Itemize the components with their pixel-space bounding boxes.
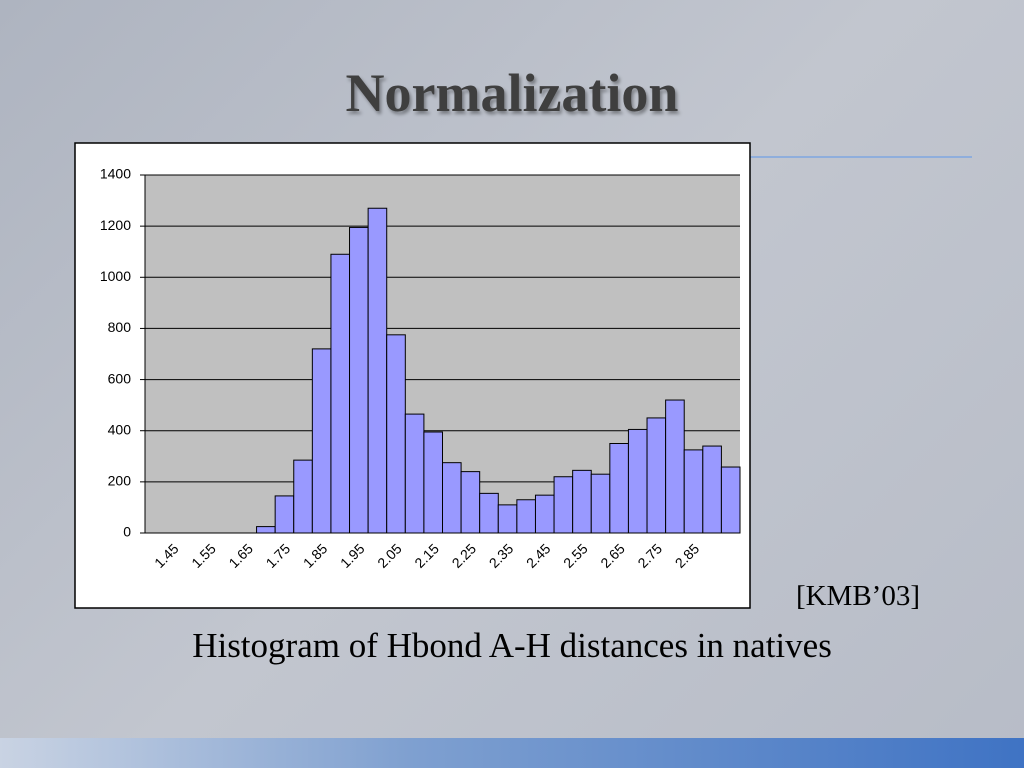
bar [572,469,592,534]
bar [516,499,536,534]
y-tick-label: 1000 [100,268,131,284]
bar [311,348,332,534]
y-tick-label: 1400 [100,166,131,182]
bar [479,492,499,534]
y-tick-label: 600 [108,370,132,386]
bar [553,476,574,534]
footer-band [0,738,1024,768]
bar [534,494,555,534]
y-tick-label: 1200 [100,217,131,233]
bar [367,207,388,534]
citation: [KMB’03] [795,580,920,612]
bar [627,428,648,534]
bar [330,253,351,534]
bar [442,462,462,534]
bar [386,334,406,534]
decor-line [750,156,972,158]
bar [404,413,425,534]
y-tick-label: 200 [108,473,132,489]
bar [274,495,295,534]
y-tick-label: 0 [123,524,131,540]
slide-title: Normalization [345,63,679,123]
bar [497,504,518,534]
bar [590,473,611,534]
bar [646,417,667,534]
bar [293,459,313,534]
y-tick-label: 800 [108,319,132,335]
bar [665,399,685,534]
bar [702,445,722,534]
bar [349,226,369,534]
bar [460,471,481,534]
bar [609,443,629,534]
caption: Histogram of Hbond A-H distances in nati… [192,626,832,665]
bar [720,466,741,534]
bar [423,431,443,534]
bar [683,449,704,534]
y-tick-label: 400 [108,421,132,437]
bar [256,526,276,534]
